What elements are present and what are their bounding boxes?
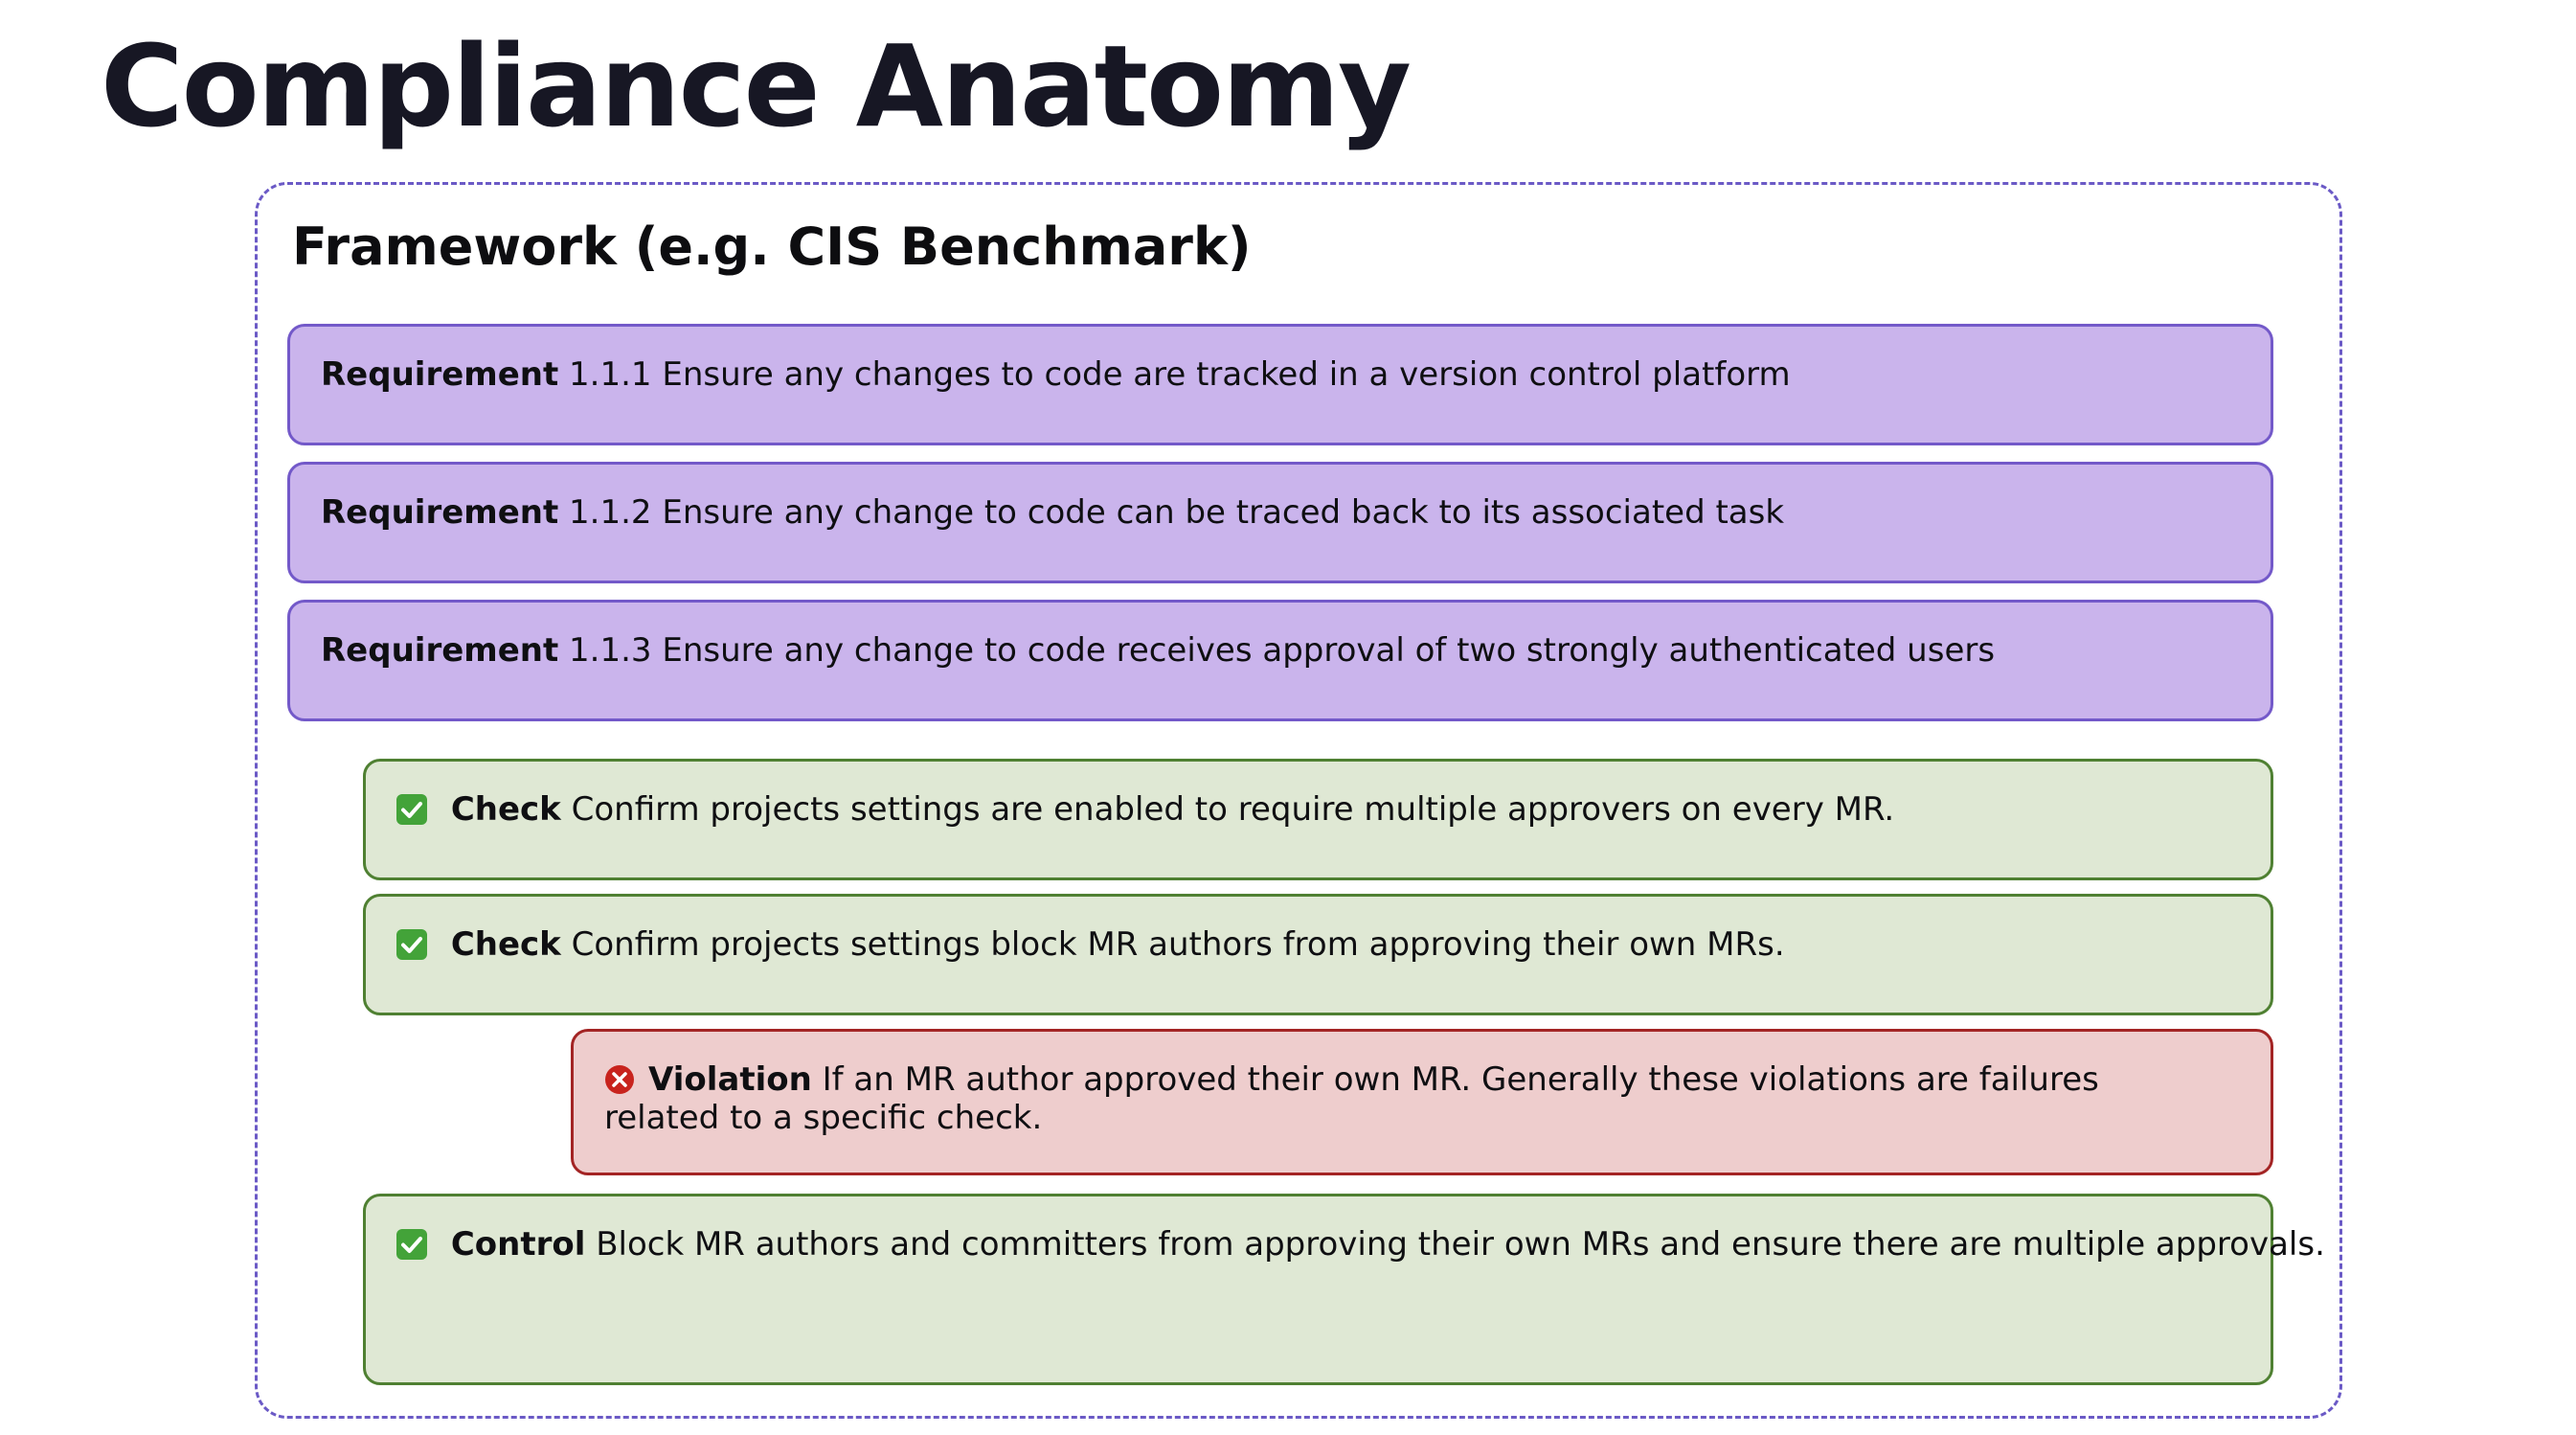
requirement-keyword: Requirement bbox=[321, 355, 559, 394]
requirement-box: Requirement 1.1.2 Ensure any change to c… bbox=[287, 462, 2273, 583]
requirement-keyword: Requirement bbox=[321, 631, 559, 670]
requirement-text: 1.1.1 Ensure any changes to code are tra… bbox=[569, 355, 1791, 394]
violation-keyword: Violation bbox=[648, 1060, 812, 1099]
check-text: Confirm projects settings block MR autho… bbox=[571, 925, 1785, 964]
cross-mark-icon bbox=[604, 1064, 635, 1095]
control-box: Control Block MR authors and committers … bbox=[363, 1194, 2325, 1385]
check-keyword: Check bbox=[450, 925, 561, 964]
violation-box: Violation If an MR author approved their… bbox=[571, 1029, 2273, 1175]
check-text: Confirm projects settings are enabled to… bbox=[571, 790, 1895, 829]
check-mark-icon bbox=[396, 1229, 427, 1260]
requirement-box: Requirement 1.1.3 Ensure any change to c… bbox=[287, 600, 2273, 721]
framework-title: Framework (e.g. CIS Benchmark) bbox=[292, 216, 1252, 277]
violation-text: If an MR author approved their own MR. G… bbox=[604, 1060, 2099, 1137]
framework-container bbox=[255, 182, 2342, 1419]
check-mark-icon bbox=[396, 929, 427, 960]
check-box: Check Confirm projects settings block MR… bbox=[363, 894, 2273, 1015]
control-text: Block MR authors and committers from app… bbox=[596, 1225, 2325, 1264]
requirement-text: 1.1.2 Ensure any change to code can be t… bbox=[569, 493, 1785, 532]
control-keyword: Control bbox=[450, 1225, 586, 1264]
check-box: Check Confirm projects settings are enab… bbox=[363, 759, 2273, 880]
requirement-box: Requirement 1.1.1 Ensure any changes to … bbox=[287, 324, 2273, 445]
requirement-keyword: Requirement bbox=[321, 493, 559, 532]
check-keyword: Check bbox=[450, 790, 561, 829]
requirement-text: 1.1.3 Ensure any change to code receives… bbox=[569, 631, 1996, 670]
page-title: Compliance Anatomy bbox=[101, 20, 1412, 152]
check-mark-icon bbox=[396, 794, 427, 825]
